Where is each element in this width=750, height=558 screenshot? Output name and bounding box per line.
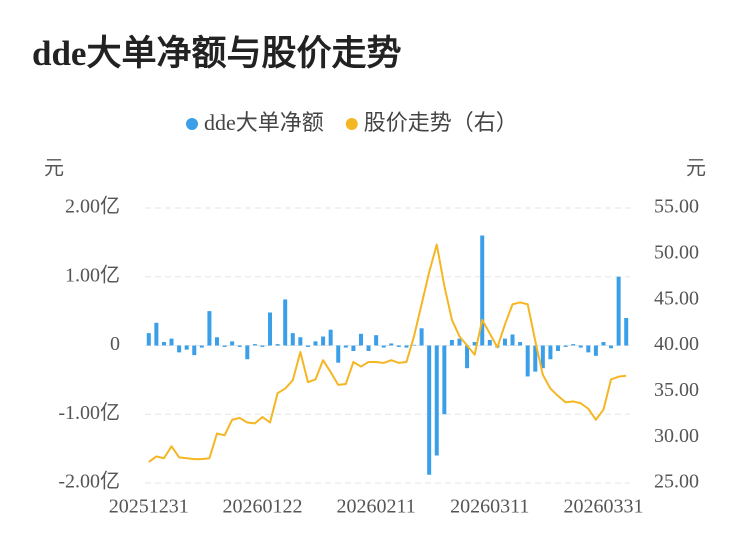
bar bbox=[556, 345, 561, 351]
bar bbox=[366, 345, 371, 351]
bar bbox=[374, 335, 379, 346]
bar bbox=[525, 345, 530, 377]
bar bbox=[252, 344, 257, 346]
bar bbox=[154, 322, 159, 346]
chart-title: dde大单净额与股价走势 bbox=[32, 34, 401, 73]
bar bbox=[275, 344, 280, 346]
bar bbox=[230, 341, 235, 346]
bar bbox=[593, 345, 598, 356]
bar bbox=[533, 345, 538, 372]
legend-label: dde大单净额 bbox=[204, 110, 324, 135]
bar bbox=[510, 334, 515, 346]
y-tick-label: -1.00亿 bbox=[58, 401, 120, 424]
y2-tick-label: 45.00 bbox=[654, 287, 699, 309]
bar bbox=[389, 343, 394, 346]
bar bbox=[381, 345, 386, 348]
bar bbox=[480, 235, 485, 346]
bar bbox=[434, 345, 439, 456]
bar bbox=[548, 345, 553, 360]
y-tick-label: 0 bbox=[110, 333, 120, 355]
bar bbox=[578, 345, 583, 348]
bar bbox=[283, 299, 288, 346]
bar bbox=[328, 329, 333, 346]
x-tick-label: 20260331 bbox=[563, 496, 643, 518]
bar bbox=[457, 338, 462, 346]
bar bbox=[290, 333, 295, 346]
y-tick-label: 1.00亿 bbox=[65, 263, 120, 286]
y2-tick-label: 55.00 bbox=[654, 196, 699, 218]
bar bbox=[404, 345, 409, 348]
y2-tick-label: 35.00 bbox=[654, 379, 699, 401]
x-tick-label: 20251231 bbox=[109, 496, 189, 518]
legend-label: 股价走势（右） bbox=[364, 110, 518, 135]
bar bbox=[419, 328, 424, 346]
bar bbox=[336, 345, 341, 363]
bar bbox=[199, 345, 204, 348]
bar bbox=[343, 345, 348, 348]
bar bbox=[313, 341, 318, 346]
bar bbox=[427, 345, 432, 475]
bar bbox=[298, 337, 303, 346]
bar bbox=[609, 345, 614, 349]
bar bbox=[268, 312, 273, 346]
bar bbox=[169, 338, 174, 346]
x-tick-label: 20260211 bbox=[337, 496, 416, 518]
y-axis-label: 元 bbox=[44, 158, 64, 180]
bar bbox=[321, 336, 326, 346]
bar bbox=[540, 345, 545, 369]
bar bbox=[358, 333, 363, 346]
bar bbox=[472, 342, 477, 346]
legend-marker bbox=[186, 118, 198, 130]
y-tick-label: -2.00亿 bbox=[58, 470, 120, 493]
bar bbox=[351, 345, 356, 351]
bar bbox=[237, 345, 242, 347]
y2-tick-label: 40.00 bbox=[654, 333, 699, 355]
price-line bbox=[148, 243, 627, 463]
bar bbox=[571, 344, 576, 346]
bar bbox=[146, 333, 151, 346]
bar bbox=[245, 345, 250, 360]
y2-tick-label: 25.00 bbox=[654, 471, 699, 493]
bar bbox=[601, 342, 606, 346]
bar bbox=[563, 345, 568, 347]
bar bbox=[192, 345, 197, 356]
y2-axis-label: 元 bbox=[686, 158, 706, 180]
bar bbox=[207, 311, 212, 346]
bar bbox=[412, 344, 417, 346]
x-tick-label: 20260311 bbox=[450, 496, 529, 518]
y2-tick-label: 50.00 bbox=[654, 241, 699, 263]
bar bbox=[222, 345, 227, 347]
bar bbox=[260, 345, 265, 347]
bar bbox=[487, 340, 492, 346]
y-tick-label: 2.00亿 bbox=[65, 195, 120, 218]
bar bbox=[502, 338, 507, 346]
bar bbox=[184, 345, 189, 350]
y2-tick-label: 30.00 bbox=[654, 425, 699, 447]
bar bbox=[616, 276, 621, 346]
bar bbox=[449, 340, 454, 346]
x-tick-label: 20260122 bbox=[222, 496, 302, 518]
bar bbox=[214, 337, 219, 346]
bar bbox=[518, 342, 523, 346]
bar bbox=[177, 345, 182, 353]
bar bbox=[396, 345, 401, 347]
bar bbox=[305, 345, 310, 347]
bar bbox=[442, 345, 447, 415]
bar bbox=[161, 342, 166, 346]
legend-marker bbox=[345, 118, 358, 130]
bar bbox=[465, 345, 470, 369]
bar bbox=[624, 318, 629, 346]
bar bbox=[586, 345, 591, 353]
